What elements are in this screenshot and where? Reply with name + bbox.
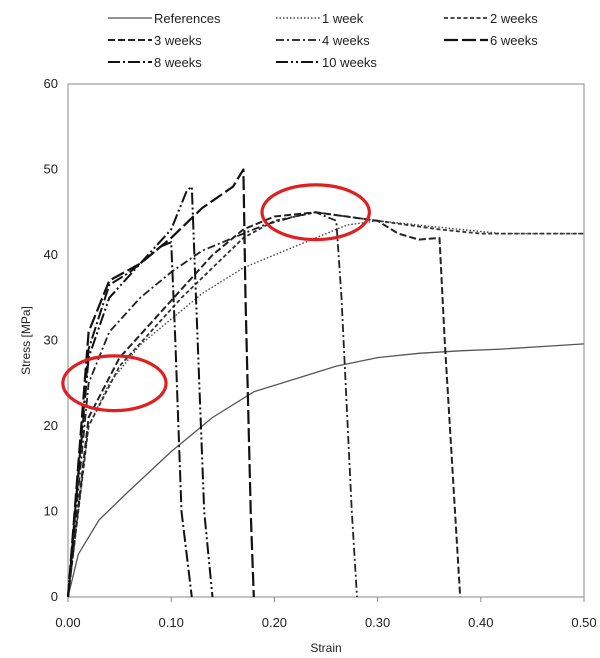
y-tick-label: 40 — [44, 247, 58, 262]
x-tick-label: 0.40 — [468, 615, 493, 630]
y-tick-label: 50 — [44, 162, 58, 177]
series-line — [67, 211, 584, 598]
series-line — [66, 168, 255, 598]
legend-item: 2 weeks — [444, 11, 538, 26]
series-line — [67, 220, 584, 598]
x-tick-label: 0.00 — [55, 615, 80, 630]
y-axis-label: Stress [MPa] — [19, 306, 33, 375]
highlight-ellipse — [61, 354, 168, 413]
y-tick-label: 60 — [44, 76, 58, 91]
legend: References 1 week 2 weeks 3 weeks 4 weeks 6 w… — [108, 11, 538, 70]
legend-item: 4 weeks — [276, 33, 370, 48]
y-tick-label: 0 — [51, 589, 58, 604]
x-axis-label: Strain — [310, 641, 341, 655]
series-line — [67, 211, 462, 598]
y-tick-label: 20 — [44, 418, 58, 433]
legend-item: 10 weeks — [276, 55, 377, 70]
series-line — [67, 211, 358, 598]
x-tick-label: 0.20 — [262, 615, 287, 630]
legend-label: 2 weeks — [490, 11, 538, 26]
legend-item: 6 weeks — [444, 33, 538, 48]
legend-label: 8 weeks — [154, 55, 202, 70]
legend-label: References — [154, 11, 221, 26]
legend-label: 3 weeks — [154, 33, 202, 48]
axes: 0 10 20 30 40 50 60 0.00 0.10 0.20 0.30 0.40 0.50 S… — [19, 76, 597, 655]
legend-item: 8 weeks — [108, 55, 202, 70]
annotation-layer — [61, 183, 371, 413]
series-layer — [66, 168, 585, 598]
legend-label: 10 weeks — [322, 55, 377, 70]
legend-label: 1 week — [322, 11, 364, 26]
legend-item: References — [108, 11, 221, 26]
x-tick-label: 0.10 — [159, 615, 184, 630]
y-tick-label: 30 — [44, 333, 58, 348]
series-line — [67, 241, 193, 598]
y-tick-label: 10 — [44, 504, 58, 519]
y-tick-labels: 0 10 20 30 40 50 60 — [44, 76, 58, 604]
series-line — [67, 185, 214, 598]
plot-frame — [67, 83, 585, 598]
x-tick-label: 0.30 — [365, 615, 390, 630]
x-tick-label: 0.50 — [571, 615, 596, 630]
legend-item: 1 week — [276, 11, 364, 26]
legend-item: 3 weeks — [108, 33, 202, 48]
legend-label: 4 weeks — [322, 33, 370, 48]
legend-label: 6 weeks — [490, 33, 538, 48]
series-line — [67, 343, 585, 598]
highlight-ellipse — [260, 183, 371, 242]
x-tick-labels: 0.00 0.10 0.20 0.30 0.40 0.50 — [55, 597, 597, 630]
